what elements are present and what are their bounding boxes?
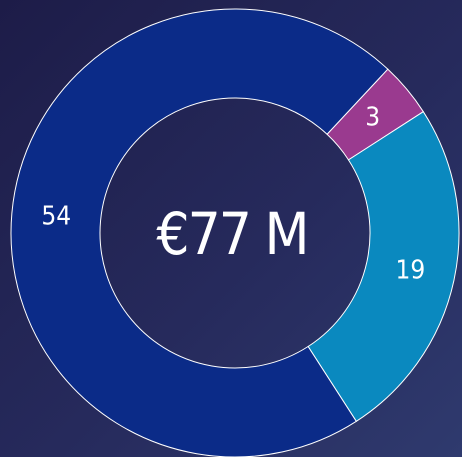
segments [10, 8, 460, 457]
center-label: €77 M [156, 200, 307, 268]
segment-label: 3 [365, 102, 380, 132]
donut-segment [307, 111, 460, 423]
segment-label: 54 [41, 202, 71, 232]
segment-label: 19 [396, 255, 426, 285]
donut-segment [10, 8, 389, 457]
